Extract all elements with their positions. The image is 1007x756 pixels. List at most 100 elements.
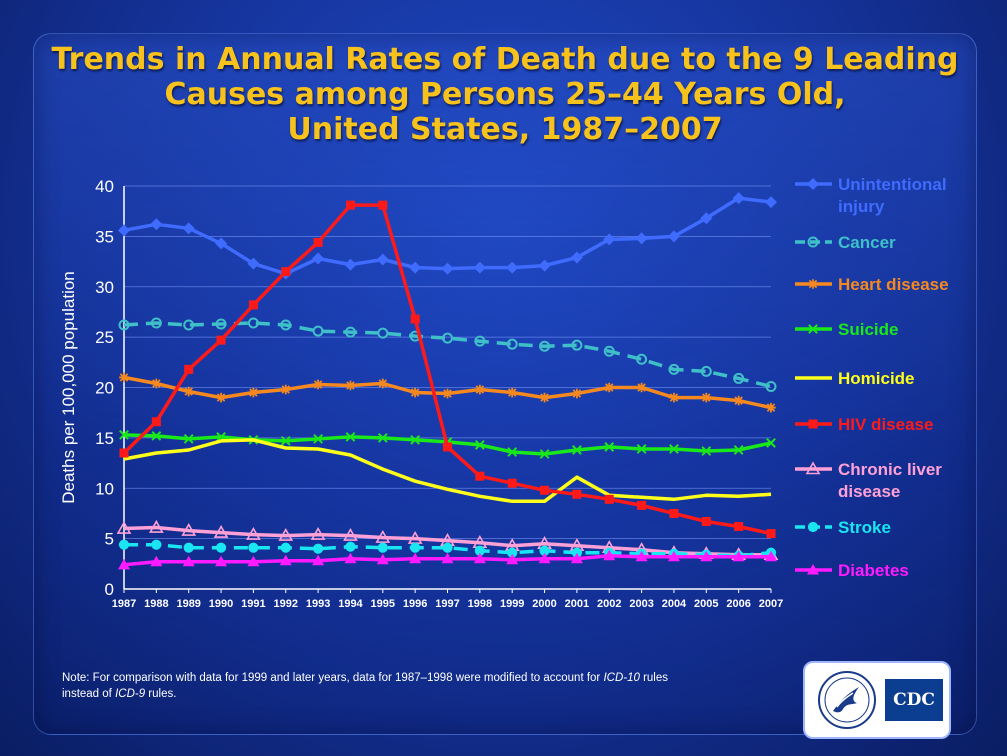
data-point (443, 442, 452, 452)
legend-swatch-marker (808, 324, 818, 334)
data-point (118, 319, 130, 331)
data-point (119, 448, 129, 458)
legend-swatch-marker (807, 236, 819, 248)
data-point (473, 261, 486, 274)
data-point (410, 314, 420, 324)
series-heart-disease (119, 372, 776, 413)
legend-item: Heart disease (795, 275, 949, 294)
series-line (123, 438, 772, 504)
data-point (247, 257, 260, 270)
x-tick-label: 2002 (597, 598, 621, 610)
y-tick-label: 10 (95, 479, 114, 498)
legend-label: injury (838, 197, 885, 216)
data-point (344, 552, 357, 564)
data-point (603, 345, 615, 357)
legend-swatch-marker (805, 461, 821, 475)
legend-label: Suicide (838, 320, 898, 339)
data-point (215, 555, 228, 567)
data-point (313, 237, 323, 247)
x-tick-label: 1989 (176, 598, 200, 610)
legend-item: Cancer (795, 233, 896, 252)
data-point (345, 380, 356, 391)
data-point (184, 364, 194, 374)
data-point (377, 432, 388, 443)
data-point (312, 252, 325, 265)
data-point (668, 363, 680, 375)
data-point (506, 553, 519, 565)
legend-label: Unintentional (838, 175, 947, 194)
data-point (572, 489, 582, 499)
legend-swatch-marker (807, 521, 819, 533)
data-point (409, 552, 422, 564)
data-point (474, 545, 485, 556)
data-point (571, 547, 583, 558)
legend-label: Diabetes (838, 561, 909, 580)
data-point (215, 542, 227, 553)
data-point (377, 542, 388, 553)
data-point (635, 232, 648, 245)
data-point (150, 555, 163, 567)
x-tick-label: 1998 (468, 598, 492, 610)
chart-title: Trends in Annual Rates of Death due to t… (40, 42, 970, 147)
data-point (506, 338, 518, 350)
data-point (151, 417, 161, 427)
data-point (540, 485, 550, 495)
data-point (118, 224, 130, 237)
chart-axes: 0 5 10 15 20 25 30 35 40 1987 1988 1989 1990 1991 1992… (59, 177, 783, 610)
data-point (571, 445, 582, 455)
y-tick-label: 0 (105, 580, 114, 599)
legend-swatch-marker (807, 178, 819, 190)
data-point (248, 542, 259, 553)
data-point (377, 327, 389, 339)
data-point (733, 445, 744, 455)
data-point (637, 500, 647, 510)
data-point (312, 325, 324, 337)
data-point (669, 392, 679, 403)
data-point (701, 392, 712, 403)
legend-item: Homicide (795, 369, 915, 388)
data-point (151, 430, 162, 441)
x-tick-label: 1992 (274, 598, 298, 610)
data-point (378, 200, 388, 210)
data-point (182, 222, 195, 235)
data-point (248, 387, 259, 398)
data-point (182, 555, 195, 567)
note-suffix: rules. (145, 688, 177, 700)
data-point (313, 543, 324, 554)
data-point (313, 379, 323, 390)
y-tick-label: 5 (105, 530, 114, 549)
data-point (345, 200, 355, 210)
data-point (733, 372, 745, 384)
data-point (150, 317, 162, 329)
cdc-logo: CDC (803, 661, 951, 739)
data-point (345, 431, 356, 442)
y-tick-label: 25 (95, 328, 114, 347)
legend-label: Chronic liver (838, 460, 942, 479)
series-homicide (123, 438, 772, 504)
data-point (603, 549, 616, 561)
data-point (280, 542, 291, 553)
data-point (473, 552, 486, 564)
x-tick-label: 2006 (726, 598, 750, 610)
data-point (118, 539, 130, 550)
x-tick-label: 2003 (629, 598, 653, 610)
legend-item: Suicide (795, 320, 898, 339)
data-point (636, 353, 648, 365)
data-point (766, 402, 776, 413)
legend-swatch-marker (807, 564, 819, 575)
data-point (410, 387, 420, 398)
title-line-2: Causes among Persons 25–44 Years Old, (164, 77, 846, 112)
x-tick-label: 1993 (306, 598, 330, 610)
data-point (765, 196, 777, 209)
data-point (183, 542, 194, 553)
series-hiv-disease (119, 200, 776, 539)
footnote: Note: For comparison with data for 1999 … (62, 670, 702, 702)
data-point (248, 300, 258, 310)
data-point (570, 552, 583, 564)
series-cancer (118, 317, 777, 392)
x-tick-label: 1996 (403, 598, 427, 610)
data-point (765, 550, 777, 562)
data-point (507, 387, 517, 398)
data-point (280, 319, 292, 331)
legend-label: Cancer (838, 233, 896, 252)
